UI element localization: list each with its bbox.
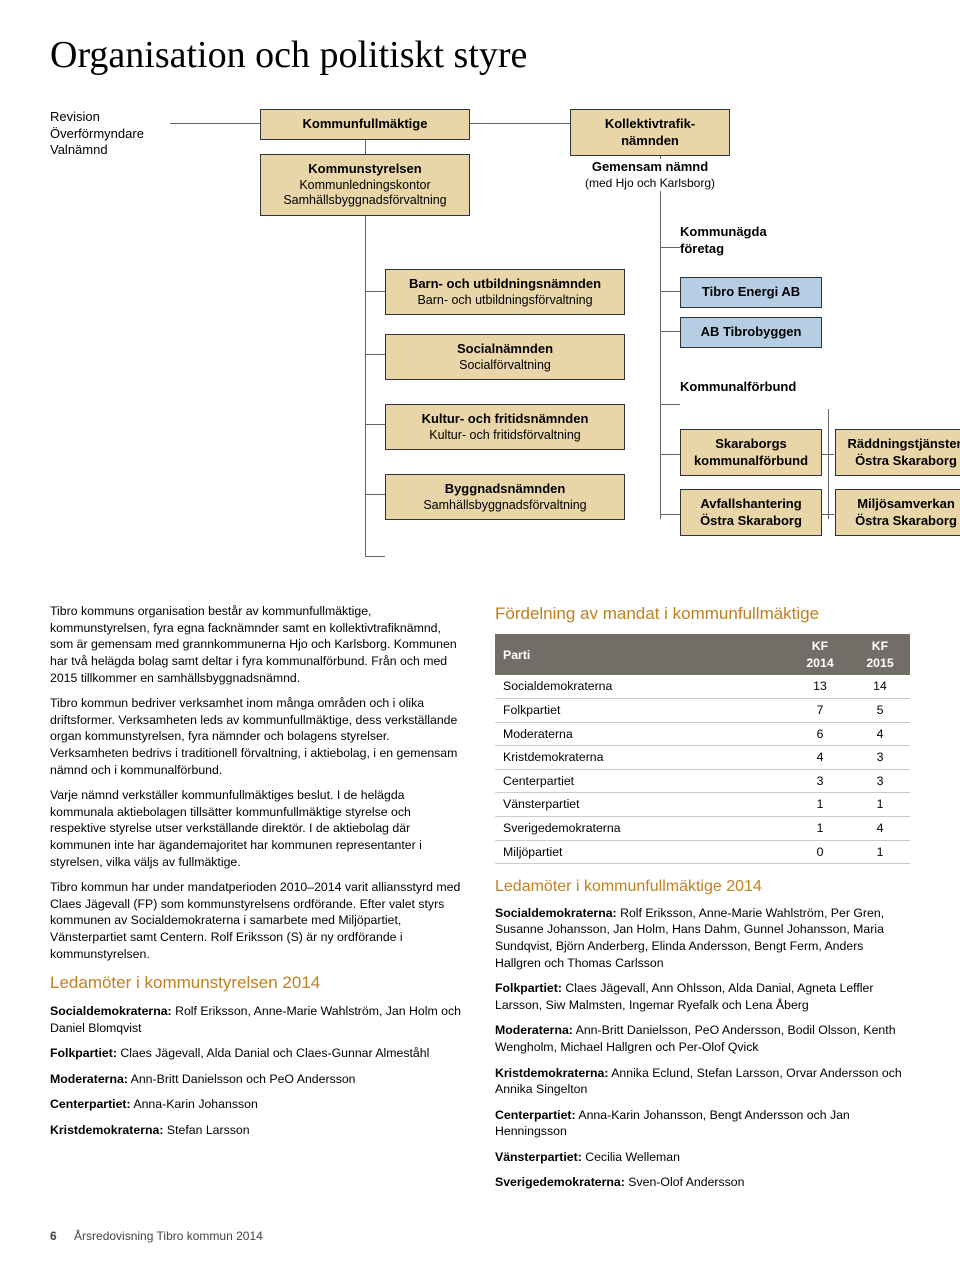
node-byg: Byggnadsnämnden Samhällsbyggnadsförvaltn… — [385, 474, 625, 520]
table-row: Socialdemokraterna1314 — [495, 675, 910, 698]
node-kfn: Kultur- och fritidsnämnden Kultur- och f… — [385, 404, 625, 450]
body-p1: Tibro kommuns organisation består av kom… — [50, 603, 465, 686]
table-row: Vänsterpartiet11 — [495, 793, 910, 817]
node-tibro-energi: Tibro Energi AB — [680, 277, 822, 307]
org-chart: Revision Överförmyndare Valnämnd Kommunf… — [50, 109, 910, 579]
node-soc: Socialnämnden Socialförvaltning — [385, 334, 625, 380]
table-row: Centerpartiet33 — [495, 769, 910, 793]
kf-s: Socialdemokraterna: Rolf Eriksson, Anne-… — [495, 905, 910, 971]
node-tibrobyggen: AB Tibrobyggen — [680, 317, 822, 347]
page-number: 6 — [50, 1229, 57, 1243]
body-p3: Varje nämnd verkställer kommunfullmäktig… — [50, 787, 465, 870]
right-column: Fördelning av mandat i kommunfullmäktige… — [495, 603, 910, 1200]
label-kommunalforbund: Kommunalförbund — [680, 379, 840, 395]
kf-m: Moderaterna: Ann-Britt Danielsson, PeO A… — [495, 1022, 910, 1055]
node-kollektivtrafik: Kollektivtrafik-nämnden — [570, 109, 730, 156]
kf-kd: Kristdemokraterna: Annika Eclund, Stefan… — [495, 1065, 910, 1098]
doc-title: Årsredovisning Tibro kommun 2014 — [74, 1229, 263, 1243]
heading-mandat: Fördelning av mandat i kommunfullmäktige — [495, 603, 910, 626]
ks-s: Socialdemokraterna: Rolf Eriksson, Anne-… — [50, 1003, 465, 1036]
ks-fp: Folkpartiet: Claes Jägevall, Alda Danial… — [50, 1045, 465, 1062]
table-row: Sverigedemokraterna14 — [495, 816, 910, 840]
page-title: Organisation och politiskt styre — [50, 30, 910, 81]
ks-m: Moderaterna: Ann-Britt Danielsson och Pe… — [50, 1071, 465, 1088]
label-kommunagda: Kommunägdaföretag — [680, 224, 820, 257]
th-2014: KF 2014 — [790, 634, 850, 675]
table-row: Kristdemokraterna43 — [495, 746, 910, 770]
node-avfall: AvfallshanteringÖstra Skaraborg — [680, 489, 822, 536]
body-p2: Tibro kommun bedriver verksamhet inom må… — [50, 695, 465, 778]
node-kommunstyrelsen: Kommunstyrelsen Kommunledningskontor Sam… — [260, 154, 470, 216]
node-skaraborg: Skaraborgskommunalförbund — [680, 429, 822, 476]
th-parti: Parti — [495, 634, 790, 675]
ks-c: Centerpartiet: Anna-Karin Johansson — [50, 1096, 465, 1113]
kf-c: Centerpartiet: Anna-Karin Johansson, Ben… — [495, 1107, 910, 1140]
node-miljo: MiljösamverkanÖstra Skaraborg — [835, 489, 960, 536]
body-p4: Tibro kommun har under mandatperioden 20… — [50, 879, 465, 962]
node-raddning: RäddningstjänstenÖstra Skaraborg — [835, 429, 960, 476]
mandate-table: Parti KF 2014 KF 2015 Socialdemokraterna… — [495, 634, 910, 864]
node-gemensam-namnd: Gemensam nämnd (med Hjo och Karlsborg) — [570, 159, 730, 190]
ks-kd: Kristdemokraterna: Stefan Larsson — [50, 1122, 465, 1139]
page-footer: 6 Årsredovisning Tibro kommun 2014 — [50, 1228, 910, 1244]
th-2015: KF 2015 — [850, 634, 910, 675]
table-row: Miljöpartiet01 — [495, 840, 910, 864]
left-misc-box: Revision Överförmyndare Valnämnd — [50, 109, 170, 158]
kf-fp: Folkpartiet: Claes Jägevall, Ann Ohlsson… — [495, 980, 910, 1013]
heading-kf2014: Ledamöter i kommunfullmäktige 2014 — [495, 876, 910, 898]
kf-sd: Sverigedemokraterna: Sven-Olof Andersson — [495, 1174, 910, 1191]
table-row: Moderaterna64 — [495, 722, 910, 746]
heading-ks2014: Ledamöter i kommunstyrelsen 2014 — [50, 972, 465, 995]
table-row: Folkpartiet75 — [495, 699, 910, 723]
node-kommunfullmaktige: Kommunfullmäktige — [260, 109, 470, 139]
left-column: Tibro kommuns organisation består av kom… — [50, 603, 465, 1200]
node-bun: Barn- och utbildningsnämnden Barn- och u… — [385, 269, 625, 315]
kf-v: Vänsterpartiet: Cecilia Welleman — [495, 1149, 910, 1166]
